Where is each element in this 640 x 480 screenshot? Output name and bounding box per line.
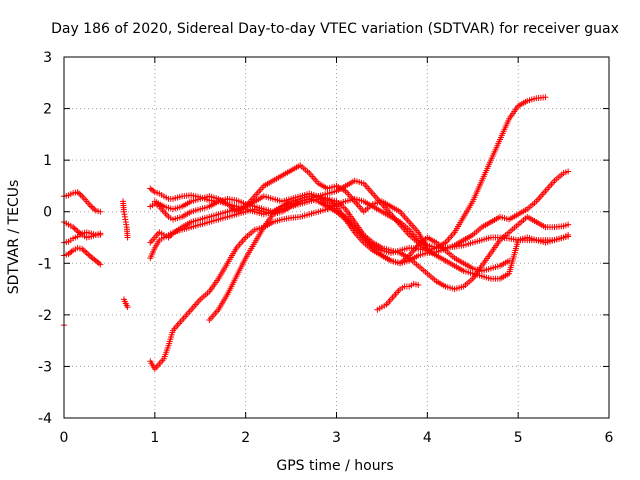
x-tick-label: 5 [514,430,523,446]
data-point-marker [76,190,83,197]
axis-ticks: 0 1 2 3 4 5 6 3 2 1 0 -1 -2 -3 -4 [38,50,614,446]
y-tick-label: -4 [38,411,52,427]
y-tick-label: 1 [43,153,52,169]
y-tick-label: 3 [43,50,52,66]
series-track-8 [147,94,549,256]
x-tick-label: 2 [241,430,250,446]
x-tick-label: 1 [150,430,159,446]
series-track-2 [61,219,104,241]
series-track-14 [151,162,431,251]
data-point-marker [565,221,572,228]
data-point-marker [82,248,89,255]
series-track-7 [120,296,131,311]
data-point-marker [124,234,131,241]
data-point-marker [542,94,549,101]
y-tick-label: -1 [38,256,52,272]
y-tick-label: 2 [43,102,52,118]
y-tick-label: 0 [43,205,52,221]
data-point-marker [97,208,104,215]
x-tick-label: 3 [332,430,341,446]
series-track-10 [147,168,572,267]
data-point-marker [415,281,422,288]
data-point-marker [89,204,96,211]
x-tick-label: 0 [60,430,69,446]
series-track-6 [120,198,131,241]
data-point-marker [97,231,104,238]
x-tick-label: 6 [605,430,614,446]
chart-title: Day 186 of 2020, Sidereal Day-to-day VTE… [51,21,619,37]
series-track-9 [147,195,572,293]
y-tick-label: -2 [38,308,52,324]
series-track-3 [61,229,104,246]
y-axis-label: SDTVAR / TECUs [6,180,22,295]
data-point-marker [97,261,104,268]
data-points [61,94,572,373]
data-point-marker [124,304,131,311]
data-point-marker [565,233,572,240]
data-point-marker [424,244,431,251]
data-point-marker [506,257,513,264]
data-point-marker [83,249,90,256]
series-track-15 [374,280,422,313]
data-point-marker [85,251,92,258]
series-track-13 [206,193,513,324]
y-tick-label: -3 [38,359,52,375]
series-track-4 [61,244,104,268]
data-point-marker [77,191,84,198]
data-point-marker [565,168,572,175]
data-point-marker [71,225,78,232]
series-track-1 [61,189,104,215]
x-tick-label: 4 [423,430,432,446]
x-axis-label: GPS time / hours [276,458,393,474]
